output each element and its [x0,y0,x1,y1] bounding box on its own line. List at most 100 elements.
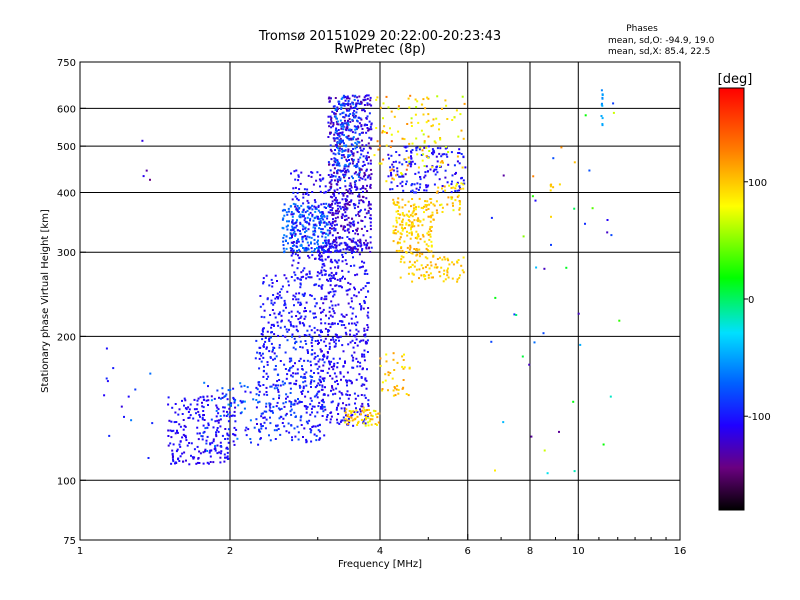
data-point [321,211,324,214]
data-point [294,178,297,181]
data-point [219,418,222,421]
data-point [530,435,533,438]
data-point [410,157,413,160]
data-point [337,129,340,131]
data-point [258,357,261,360]
data-point [262,356,265,359]
data-point [439,147,442,150]
data-point [185,436,187,439]
data-point [182,428,185,431]
data-point [358,167,361,170]
data-point [367,404,370,407]
data-point [436,211,439,214]
data-point [318,272,321,275]
data-point [344,252,347,255]
data-point [391,177,394,180]
data-point [291,252,294,255]
data-point [378,412,381,415]
data-point [349,120,352,123]
data-point [552,157,555,160]
data-point [344,361,346,364]
data-point [359,408,361,411]
data-point [394,203,397,206]
data-point [368,136,371,139]
data-point [460,182,463,185]
data-point [337,207,340,210]
data-point [345,165,348,168]
data-point [356,344,359,347]
data-point [350,410,353,413]
data-point [298,188,301,191]
data-point [302,209,305,212]
data-point [367,311,370,314]
data-point [175,450,178,453]
y-axis-label: Stationary phase Virtual Height [km] [40,209,51,393]
data-point [591,207,594,210]
data-point [305,301,308,304]
data-point [284,303,287,306]
data-point [307,174,310,177]
data-point [328,273,331,276]
data-point [181,452,184,455]
data-point [400,247,403,250]
data-point [359,176,362,179]
data-point [262,330,264,333]
data-point [439,138,442,141]
data-point [612,111,615,114]
data-point [108,434,111,437]
data-point [344,225,346,228]
data-point [149,178,151,181]
data-point [227,403,230,406]
data-point [291,333,294,336]
data-point [259,346,262,349]
data-point [190,454,192,457]
data-point [343,96,346,99]
data-point [344,259,347,262]
data-point [356,173,359,176]
data-point [221,434,224,437]
data-point [375,413,377,416]
data-point [357,205,360,208]
data-point [202,398,205,401]
data-point [169,442,172,445]
data-point [550,183,553,186]
data-point [363,124,366,127]
data-point [392,165,395,168]
data-point [366,230,369,232]
data-point [269,403,272,406]
data-point [364,94,367,97]
data-point [335,107,338,110]
data-point [319,185,321,188]
data-point [346,415,349,418]
data-point [183,397,186,400]
data-point [297,240,300,243]
data-point [327,322,330,325]
data-point [344,99,347,102]
data-point [321,266,324,269]
data-point [417,121,420,124]
data-point [320,339,323,342]
data-point [322,400,325,403]
data-point [230,414,233,417]
data-point [346,126,349,128]
data-point [277,373,280,376]
data-point [174,411,177,414]
data-point [319,335,322,338]
data-point [413,265,416,268]
data-point [346,168,349,171]
data-point [443,273,445,276]
data-point [208,451,211,454]
data-point [311,349,314,351]
data-point [427,208,430,210]
data-point [291,233,294,236]
data-point [369,412,372,414]
data-point [390,154,393,157]
data-point [389,166,392,169]
data-point [343,229,346,232]
data-point [184,434,186,437]
data-point [222,406,225,409]
data-point [368,156,370,159]
data-point [263,316,266,319]
data-point [353,98,356,101]
data-point [329,122,332,125]
